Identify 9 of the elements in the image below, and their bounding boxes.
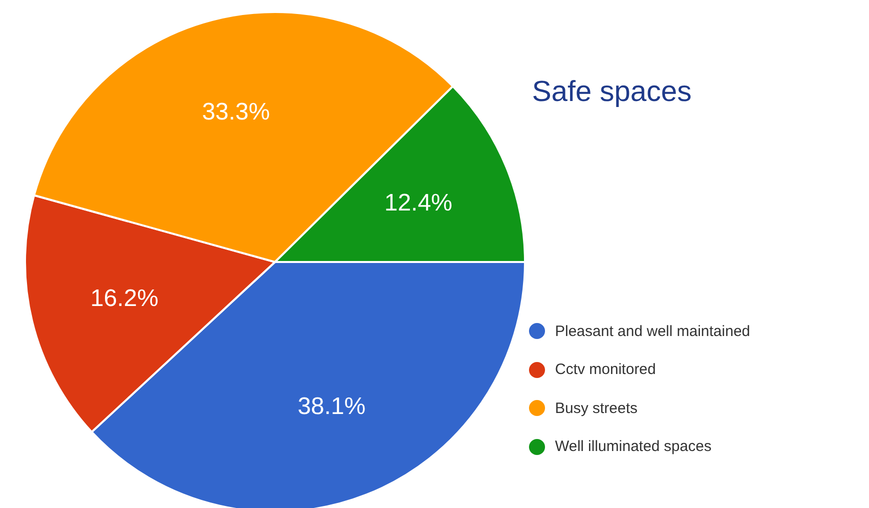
text: Safe spaces	[532, 76, 692, 109]
data-label: 38.1%	[298, 392, 366, 420]
data-label: 33.3%	[202, 98, 270, 126]
legend-label: Well illuminated spaces	[555, 438, 712, 456]
legend-label: Cctv monitored	[555, 361, 656, 378]
legend-label: Pleasant and well maintained	[555, 322, 750, 340]
data-label: 16.2%	[90, 285, 158, 312]
data-label: 12.4%	[384, 190, 452, 217]
legend-label: Busy streets	[555, 400, 638, 417]
